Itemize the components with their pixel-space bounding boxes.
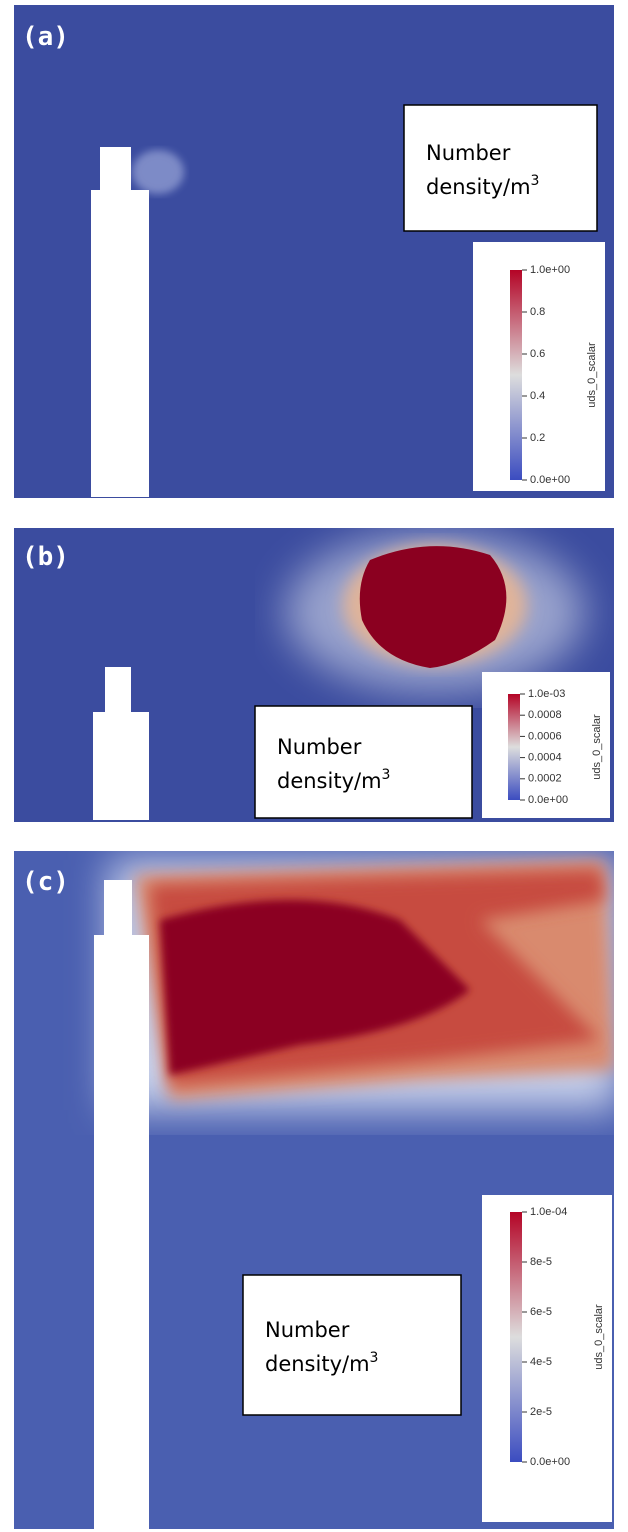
panel-label: (a) [22, 22, 69, 52]
colorbar-title: uds_0_scalar [586, 342, 598, 408]
box-text: Number [426, 141, 511, 165]
colorbar-tick-label: 2e-5 [530, 1406, 552, 1418]
plume-core [160, 900, 470, 1075]
superscript: 3 [370, 1350, 379, 1366]
tower [94, 935, 149, 1529]
colorbar-tick-label: 0.6 [530, 348, 545, 360]
colorbar-tick-label: 0.0e+00 [530, 474, 570, 486]
colorbar-box [473, 242, 605, 491]
colorbar-tick-label: 0.4 [530, 390, 545, 402]
spray-plume [132, 150, 184, 194]
colorbar-tick-label: 0.0006 [528, 730, 562, 742]
colorbar-tick-label: 0.2 [530, 432, 545, 444]
colorbar-title: uds_0_scalar [593, 1304, 605, 1370]
colorbar-tick-label: 8e-5 [530, 1256, 552, 1268]
legend-box [403, 104, 598, 232]
colorbar-tick-label: 0.0e+00 [530, 1456, 570, 1468]
colorbar-tick-label: 1.0e+00 [530, 264, 570, 276]
colorbar-tick-label: 0.0008 [528, 709, 562, 721]
colorbar-tick-label: 4e-5 [530, 1356, 552, 1368]
box-text: density/m3 [277, 767, 390, 793]
box-text: density/m3 [265, 1350, 378, 1376]
tower [93, 712, 149, 820]
nozzle [104, 880, 132, 936]
colorbar [508, 694, 520, 800]
colorbar-tick-label: 0.8 [530, 306, 545, 318]
box-text: density/m [426, 175, 531, 199]
colorbar-tick-label: 0.0002 [528, 773, 562, 785]
nozzle [100, 147, 131, 191]
box-text: density/m3 [426, 173, 539, 199]
colorbar-tick-label: 6e-5 [530, 1306, 552, 1318]
superscript: 3 [531, 173, 540, 189]
colorbar-tick-label: 1.0e-04 [530, 1206, 567, 1218]
box-text: density/m [265, 1352, 370, 1376]
tower [91, 190, 149, 497]
colorbar [510, 1212, 522, 1462]
colorbar-tick-label: 1.0e-03 [528, 688, 565, 700]
nozzle [105, 667, 131, 713]
box-text: Number [265, 1318, 350, 1342]
colorbar-tick-label: 0.0e+00 [528, 794, 568, 806]
panel-label: (b) [22, 542, 69, 572]
colorbar-tick-label: 0.0004 [528, 752, 562, 764]
plume-core [359, 546, 507, 668]
colorbar-box [482, 1195, 612, 1522]
colorbar [510, 270, 522, 480]
colorbar-box [482, 672, 610, 818]
legend-box [254, 705, 473, 819]
colorbar-title: uds_0_scalar [591, 714, 603, 780]
box-text: density/m [277, 769, 382, 793]
legend-box [242, 1274, 462, 1416]
box-text: Number [277, 735, 362, 759]
panel-label: (c) [22, 867, 69, 897]
superscript: 3 [382, 767, 391, 783]
